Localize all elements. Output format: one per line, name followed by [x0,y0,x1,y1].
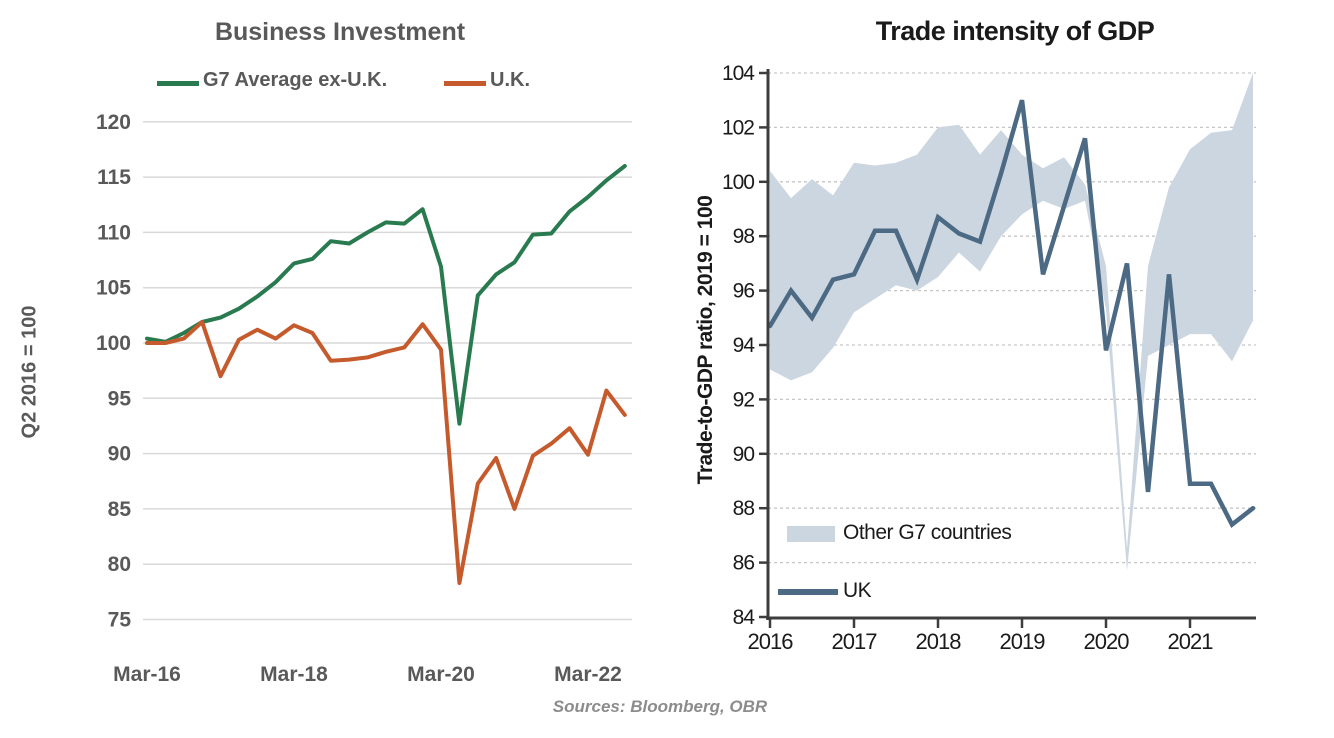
right-x-tick-2016: 2016 [748,629,794,654]
right-x-tick-2019: 2019 [1000,629,1046,654]
right-y-tick-94: 94 [733,334,756,357]
source-note: Sources: Bloomberg, OBR [552,697,768,716]
left-y-tick-80: 80 [108,553,131,576]
right-y-tick-84: 84 [733,606,756,629]
uk-line [145,320,627,585]
left-x-tick-Mar-18: Mar-18 [260,663,328,686]
other-g7-band [770,73,1253,571]
right-y-tick-96: 96 [733,280,755,303]
right-x-tick-2018: 2018 [916,629,962,654]
right-y-tick-92: 92 [733,388,755,411]
right-y-tick-98: 98 [733,225,755,248]
left-y-tick-110: 110 [97,221,131,244]
right-y-tick-102: 102 [722,116,754,139]
left-y-tick-105: 105 [96,277,131,300]
right-y-tick-90: 90 [733,443,755,466]
right-x-tick-2020: 2020 [1084,629,1130,654]
legend-band-swatch-other-g7 [787,526,835,542]
right-y-tick-100: 100 [722,171,754,194]
legend-label-uk: U.K. [490,69,530,91]
right-y-tick-88: 88 [733,497,755,520]
left-x-tick-Mar-22: Mar-22 [554,663,622,686]
left-chart-title: Business Investment [214,18,466,46]
legend-label-other-g7: Other G7 countries [843,521,1012,544]
left-x-tick-Mar-16: Mar-16 [113,663,181,686]
right-y-axis-label: Trade-to-GDP ratio, 2019 = 100 [694,195,717,485]
left-x-tick-Mar-20: Mar-20 [407,663,475,686]
right-chart-title: Trade intensity of GDP [875,16,1155,46]
right-x-tick-2021: 2021 [1168,629,1214,654]
left-y-tick-115: 115 [97,166,131,189]
g7-average-line [145,164,627,426]
legend-label-g7: G7 Average ex-U.K. [203,69,388,91]
uk-trade-line [767,99,1256,528]
right-y-tick-86: 86 [733,552,755,575]
right-y-tick-104: 104 [722,62,755,85]
left-y-tick-75: 75 [108,609,132,632]
left-y-tick-100: 100 [96,332,131,355]
left-y-tick-85: 85 [108,498,132,521]
legend-line-swatch-uk [444,81,486,86]
left-y-axis-label: Q2 2016 = 100 [18,305,41,439]
legend-line-swatch-g7 [157,81,199,86]
right-x-tick-2017: 2017 [832,629,878,654]
left-y-tick-90: 90 [108,443,131,466]
legend-label-uk-trade: UK [843,579,872,602]
left-y-tick-95: 95 [108,387,132,410]
left-y-tick-120: 120 [96,111,131,134]
legend-line-swatch-uk-trade [778,589,838,595]
